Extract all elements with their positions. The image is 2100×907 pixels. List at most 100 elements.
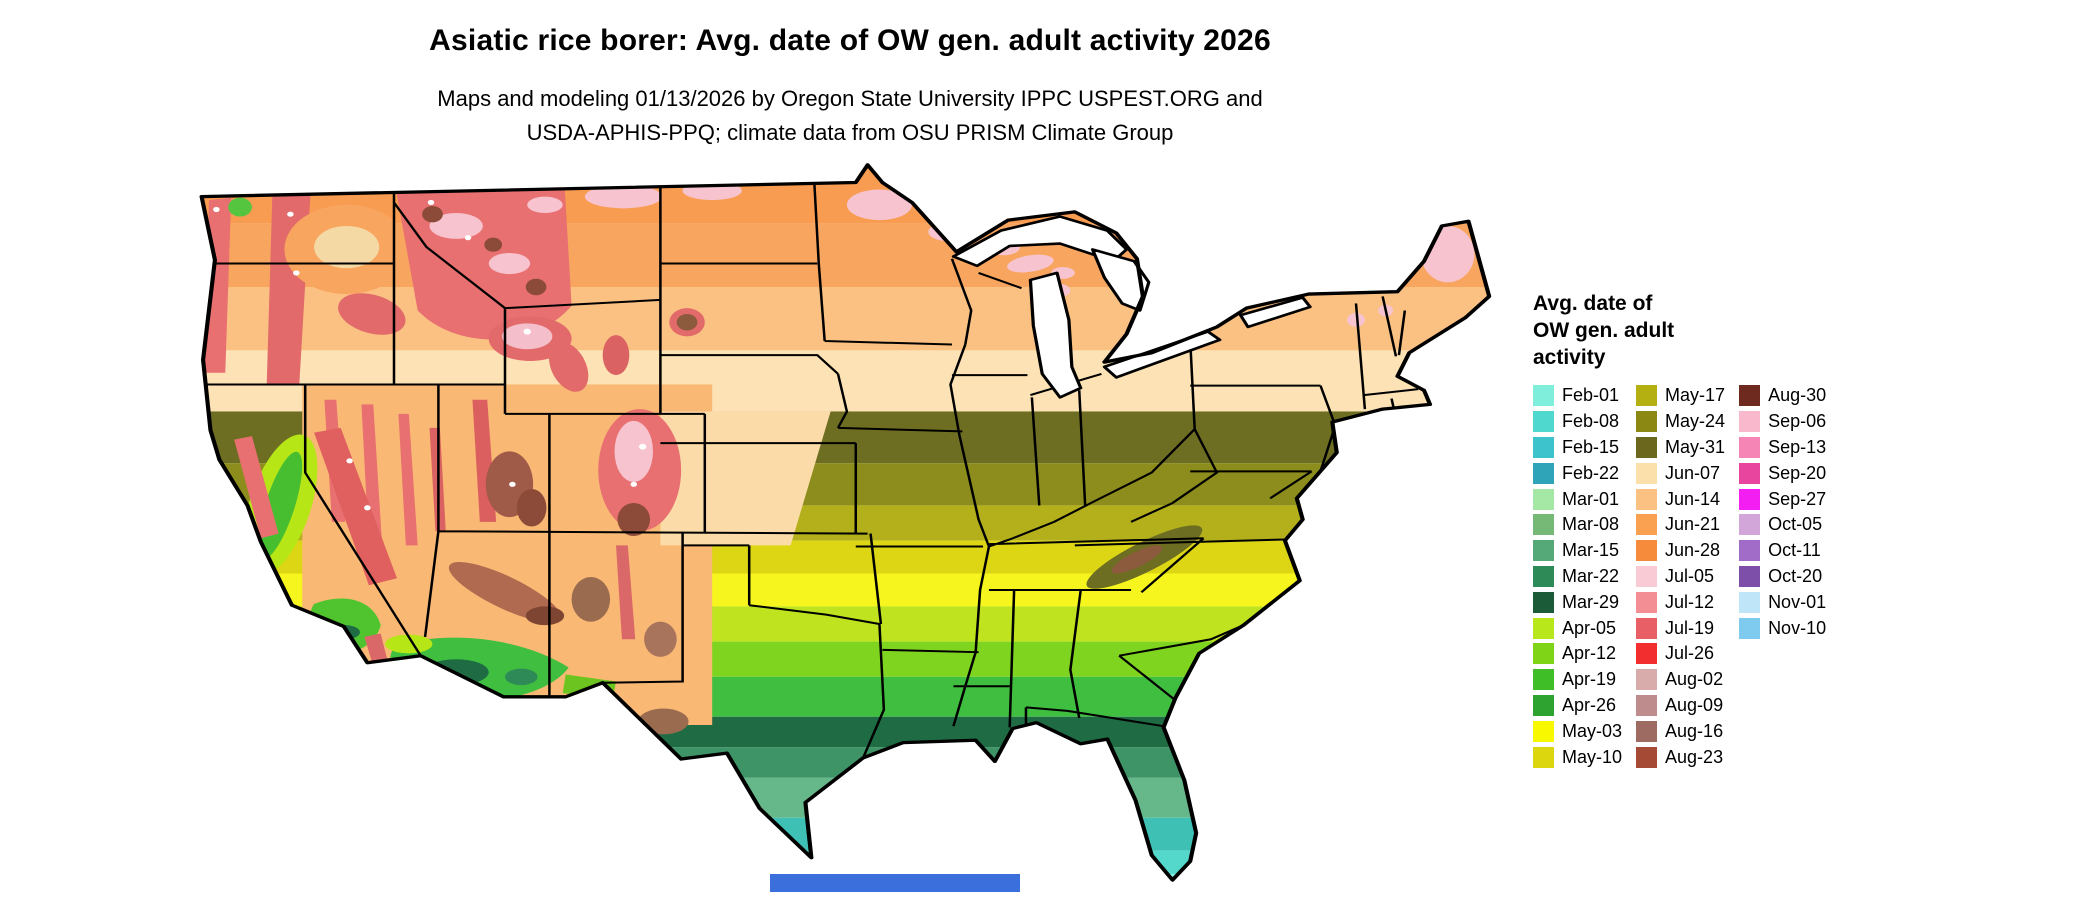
legend-column: Feb-01 Feb-08 Feb-15 Feb-22 Mar-01 Mar-08 Mar-…	[1533, 383, 1622, 770]
legend-entry: Apr-19	[1533, 667, 1622, 693]
legend-swatch	[1636, 643, 1658, 665]
legend-entry: Nov-01	[1739, 589, 1826, 615]
legend-swatch	[1636, 565, 1658, 587]
legend-label: Mar-01	[1562, 488, 1620, 509]
legend-swatch	[1533, 617, 1554, 639]
legend-entry: Jul-12	[1636, 589, 1725, 615]
legend-swatch	[1636, 720, 1658, 742]
legend-entry: Oct-11	[1739, 538, 1826, 564]
legend-entry: Apr-26	[1533, 693, 1622, 719]
legend-swatch	[1636, 436, 1658, 458]
legend-swatch	[1533, 746, 1554, 768]
legend-label: May-17	[1665, 385, 1726, 406]
legend-swatch	[1636, 462, 1658, 484]
legend-entry: Feb-15	[1533, 435, 1622, 461]
legend-label: May-31	[1665, 436, 1726, 457]
legend-swatch	[1636, 591, 1658, 613]
legend-swatch	[1636, 411, 1658, 433]
legend-swatch	[1739, 462, 1761, 484]
legend-label: May-24	[1665, 411, 1726, 432]
legend-swatch	[1533, 565, 1554, 587]
legend-swatch	[1739, 565, 1761, 587]
legend-label: Oct-11	[1768, 540, 1821, 561]
bottom-blue-bar	[770, 874, 1020, 892]
legend-swatch	[1739, 488, 1761, 510]
legend-label: Sep-20	[1768, 462, 1827, 483]
legend-label: May-03	[1562, 720, 1623, 741]
legend-swatch	[1533, 488, 1554, 510]
legend-entry: May-03	[1533, 718, 1622, 744]
legend-swatch	[1636, 669, 1658, 691]
legend-label: Mar-15	[1562, 540, 1620, 561]
legend-swatch	[1533, 669, 1554, 691]
legend-swatch	[1533, 540, 1554, 562]
legend-entry: Nov-10	[1739, 615, 1826, 641]
legend-entry: Jun-07	[1636, 460, 1725, 486]
legend-swatch	[1533, 720, 1554, 742]
legend-entry: Apr-05	[1533, 615, 1622, 641]
legend-swatch	[1739, 540, 1761, 562]
lake-michigan	[1028, 271, 1083, 399]
legend-entry: Mar-01	[1533, 486, 1622, 512]
latitude-band	[201, 850, 1490, 875]
legend-column: Aug-30 Sep-06 Sep-13 Sep-20 Sep-27 Oct-05 Oct-…	[1739, 383, 1826, 770]
legend-label: Feb-22	[1562, 462, 1620, 483]
legend-label: Aug-23	[1665, 746, 1724, 767]
legend-label: Jun-21	[1665, 514, 1721, 535]
legend-entry: Sep-06	[1739, 409, 1826, 435]
legend-label: Jun-28	[1665, 540, 1721, 561]
legend-label: Sep-27	[1768, 488, 1827, 509]
legend-swatch	[1533, 436, 1554, 458]
legend-entry: Aug-16	[1636, 718, 1725, 744]
legend-label: Mar-08	[1562, 514, 1620, 535]
legend-column: May-17 May-24 May-31 Jun-07 Jun-14 Jun-21 Jun-…	[1636, 383, 1725, 770]
legend-label: Jul-05	[1665, 565, 1715, 586]
legend-entry: May-10	[1533, 744, 1622, 770]
legend-entry: May-31	[1636, 435, 1725, 461]
legend-label: Aug-02	[1665, 669, 1724, 690]
latitude-band	[201, 747, 1490, 778]
legend-label: Nov-01	[1768, 591, 1827, 612]
legend-swatch	[1533, 591, 1554, 613]
legend-swatch	[1636, 488, 1658, 510]
legend-entry: Jun-21	[1636, 512, 1725, 538]
legend-title-line-2: OW gen. adult	[1533, 319, 1675, 342]
legend-entry: Aug-30	[1739, 383, 1826, 409]
legend-entry: Apr-12	[1533, 641, 1622, 667]
legend-swatch	[1739, 514, 1761, 536]
legend-label: Oct-20	[1768, 565, 1823, 586]
legend-swatch	[1533, 411, 1554, 433]
legend-swatch	[1636, 617, 1658, 639]
legend-swatch	[1739, 591, 1761, 613]
legend-swatch	[1636, 385, 1658, 407]
legend-label: Oct-05	[1768, 514, 1823, 535]
legend-label: Jul-19	[1665, 617, 1715, 638]
legend-swatch	[1533, 462, 1554, 484]
legend-swatch	[1636, 514, 1658, 536]
legend-label: Aug-16	[1665, 720, 1724, 741]
legend-swatch	[1739, 436, 1761, 458]
legend-label: Aug-09	[1665, 694, 1724, 715]
lake-huron	[1090, 248, 1151, 312]
legend-swatch	[1636, 694, 1658, 716]
legend-columns: Feb-01 Feb-08 Feb-15 Feb-22 Mar-01 Mar-08 Mar-…	[1533, 383, 1826, 770]
mountain-white-speckles	[213, 199, 647, 511]
legend-entry: Jul-05	[1636, 564, 1725, 590]
legend-title-line-3: activity	[1533, 346, 1606, 369]
legend-swatch	[1739, 385, 1761, 407]
legend-entry: Feb-01	[1533, 383, 1622, 409]
legend-label: Nov-10	[1768, 617, 1827, 638]
legend-entry: Mar-29	[1533, 589, 1622, 615]
legend-entry: Sep-27	[1739, 486, 1826, 512]
legend-entry: Sep-20	[1739, 460, 1826, 486]
subtitle-line-1: Maps and modeling 01/13/2026 by Oregon S…	[437, 86, 1263, 111]
legend-entry: Aug-09	[1636, 693, 1725, 719]
page-title: Asiatic rice borer: Avg. date of OW gen.…	[0, 24, 1700, 58]
legend-entry: Feb-08	[1533, 409, 1622, 435]
legend-label: Apr-19	[1562, 669, 1617, 690]
us-outline	[199, 163, 1492, 882]
state-borders	[204, 178, 1419, 759]
legend-swatch	[1533, 514, 1554, 536]
legend-swatch	[1739, 411, 1761, 433]
